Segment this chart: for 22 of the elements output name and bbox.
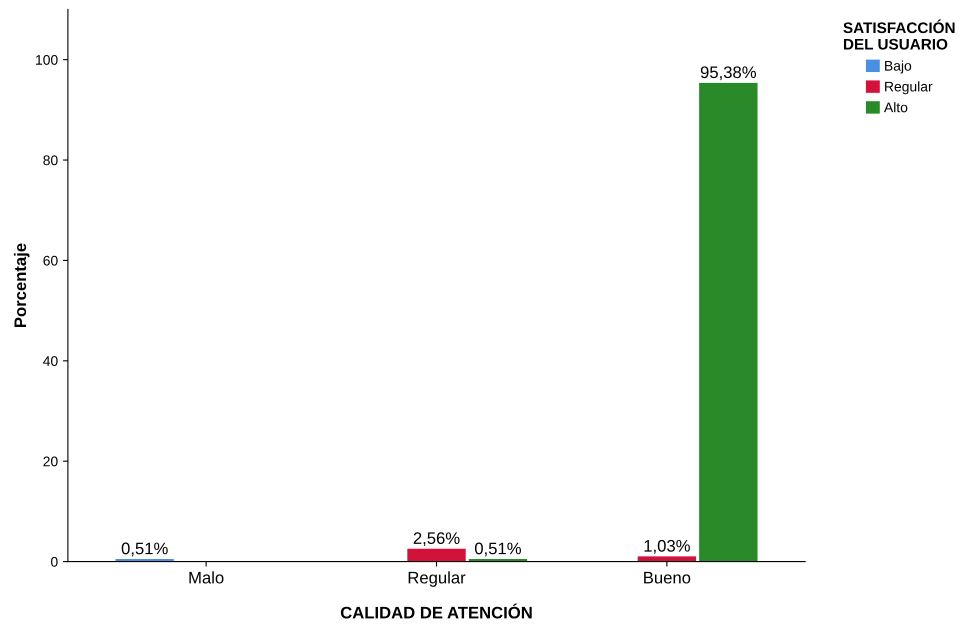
data-label: 2,56% (414, 532, 460, 546)
x-axis-title: CALIDAD DE ATENCIÓN (340, 604, 532, 619)
data-label: 0,51% (122, 542, 168, 556)
data-label: 0,51% (474, 542, 521, 556)
legend-label: Regular (885, 81, 932, 94)
x-tick-label: Bueno (644, 572, 690, 584)
y-tick-label: 80 (43, 155, 58, 166)
data-label: 1,03% (644, 540, 690, 554)
data-label: 95,38% (700, 66, 756, 80)
bar (407, 548, 466, 562)
x-tick-label: Regular (408, 571, 466, 587)
y-tick-label: 0 (50, 556, 58, 567)
y-axis-title: Porcentaje (14, 243, 30, 328)
legend-title: SATISFACCIÓN DEL USUARIO (843, 19, 955, 50)
y-tick-label: 20 (43, 456, 58, 466)
x-tick-label: Malo (189, 571, 224, 584)
y-tick-label: 60 (43, 256, 58, 266)
legend-label: Bajo (885, 60, 912, 74)
y-tick-label: 100 (36, 54, 58, 65)
y-tick-label: 40 (43, 356, 58, 366)
legend-label: Alto (884, 102, 908, 112)
bar (699, 82, 758, 562)
